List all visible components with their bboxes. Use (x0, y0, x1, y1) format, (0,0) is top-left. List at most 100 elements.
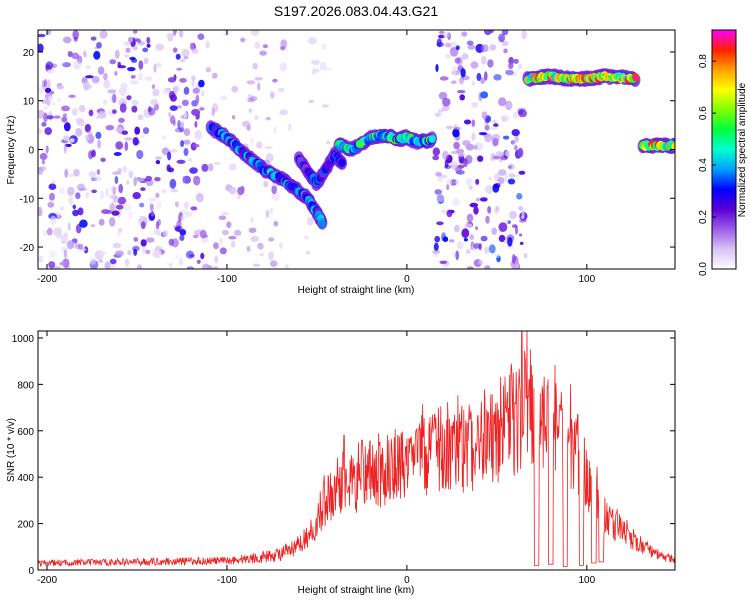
noise-blob (514, 135, 519, 143)
noise-blob (139, 202, 145, 208)
noise-blob (487, 59, 494, 68)
noise-blob (115, 204, 124, 210)
noise-blob (432, 249, 441, 254)
noise-blob (183, 56, 189, 60)
noise-blob (49, 192, 55, 201)
noise-blob (264, 146, 274, 149)
noise-blob (498, 169, 507, 176)
noise-blob (112, 187, 116, 195)
noise-blob (504, 219, 509, 224)
noise-blob (162, 229, 169, 238)
snr-line (38, 331, 675, 568)
noise-blob (488, 244, 496, 254)
noise-blob (321, 42, 327, 51)
noise-blob (132, 30, 138, 34)
noise-blob (137, 114, 144, 121)
noise-blob (508, 62, 514, 69)
noise-blob (137, 41, 146, 46)
noise-blob (475, 178, 480, 185)
noise-blob (76, 119, 85, 127)
noise-blob (179, 127, 185, 133)
noise-blob (41, 122, 47, 127)
noise-blob (303, 235, 310, 240)
noise-blob (279, 242, 283, 249)
noise-blob (129, 80, 139, 85)
noise-blob (152, 88, 160, 97)
noise-blob (306, 216, 314, 226)
noise-blob (134, 126, 141, 135)
noise-blob (131, 58, 138, 63)
noise-blob (465, 143, 475, 151)
noise-blob (139, 134, 145, 139)
noise-blob (181, 48, 190, 58)
snr-series (38, 331, 675, 568)
noise-blob (471, 101, 479, 108)
noise-blob (78, 104, 86, 113)
noise-blob (183, 128, 191, 137)
noise-blob (519, 233, 523, 237)
noise-blob (154, 177, 161, 182)
noise-blob (161, 189, 167, 194)
noise-blob (445, 179, 453, 186)
noise-blob (63, 135, 69, 142)
noise-blob (133, 237, 139, 242)
noise-blob (484, 133, 493, 143)
noise-blob (41, 99, 50, 104)
noise-blob (507, 237, 513, 247)
noise-blob (110, 185, 117, 193)
y-tick-label: 10 (23, 97, 35, 108)
noise-blob (306, 250, 311, 255)
noise-blob (63, 143, 67, 154)
noise-blob (43, 112, 48, 123)
noise-blob (167, 151, 172, 161)
noise-blob (127, 36, 134, 43)
noise-blob (112, 171, 122, 175)
noise-blob (179, 234, 185, 241)
noise-blob (118, 117, 125, 123)
noise-blob (500, 114, 510, 123)
noise-blob (136, 264, 143, 269)
noise-blob (473, 206, 479, 215)
noise-blob (123, 54, 130, 58)
noise-blob (109, 203, 116, 212)
noise-blob (53, 115, 61, 119)
noise-blob (190, 206, 198, 211)
noise-blob (63, 122, 71, 132)
noise-blob (153, 228, 161, 235)
noise-blob (97, 139, 102, 149)
noise-blob (437, 108, 445, 113)
noise-blob (155, 156, 162, 160)
noise-blob (155, 160, 161, 165)
noise-blob (38, 166, 47, 172)
noise-blob (178, 30, 184, 38)
noise-blob (453, 126, 461, 130)
noise-blob (156, 62, 162, 68)
x-tick-label: -100 (217, 575, 237, 586)
noise-blob (218, 215, 227, 221)
noise-blob (259, 50, 267, 56)
snr-xlabel: Height of straight line (km) (298, 585, 415, 596)
noise-blob (480, 77, 485, 84)
noise-blob (123, 41, 131, 46)
noise-blob (124, 137, 133, 141)
noise-blob (169, 178, 177, 189)
noise-blob (468, 185, 473, 190)
ridge-peak (633, 75, 638, 79)
noise-blob (231, 115, 236, 120)
heatmap-ylabel: Frequency (Hz) (6, 116, 17, 185)
noise-blob (518, 170, 526, 175)
noise-blob (461, 53, 469, 60)
snr-ylabel: SNR (10 * v/v) (6, 418, 17, 482)
noise-blob (153, 63, 157, 73)
noise-blob (132, 192, 141, 200)
noise-blob (511, 254, 516, 264)
noise-blob (200, 89, 205, 97)
noise-blob (177, 120, 181, 130)
noise-blob (268, 237, 275, 242)
colorbar-tick-label: 0.6 (698, 106, 709, 120)
noise-blob (118, 183, 123, 194)
noise-blob (48, 261, 56, 269)
noise-blob (518, 64, 522, 70)
noise-blob (117, 196, 127, 205)
snr-frame (37, 330, 676, 571)
